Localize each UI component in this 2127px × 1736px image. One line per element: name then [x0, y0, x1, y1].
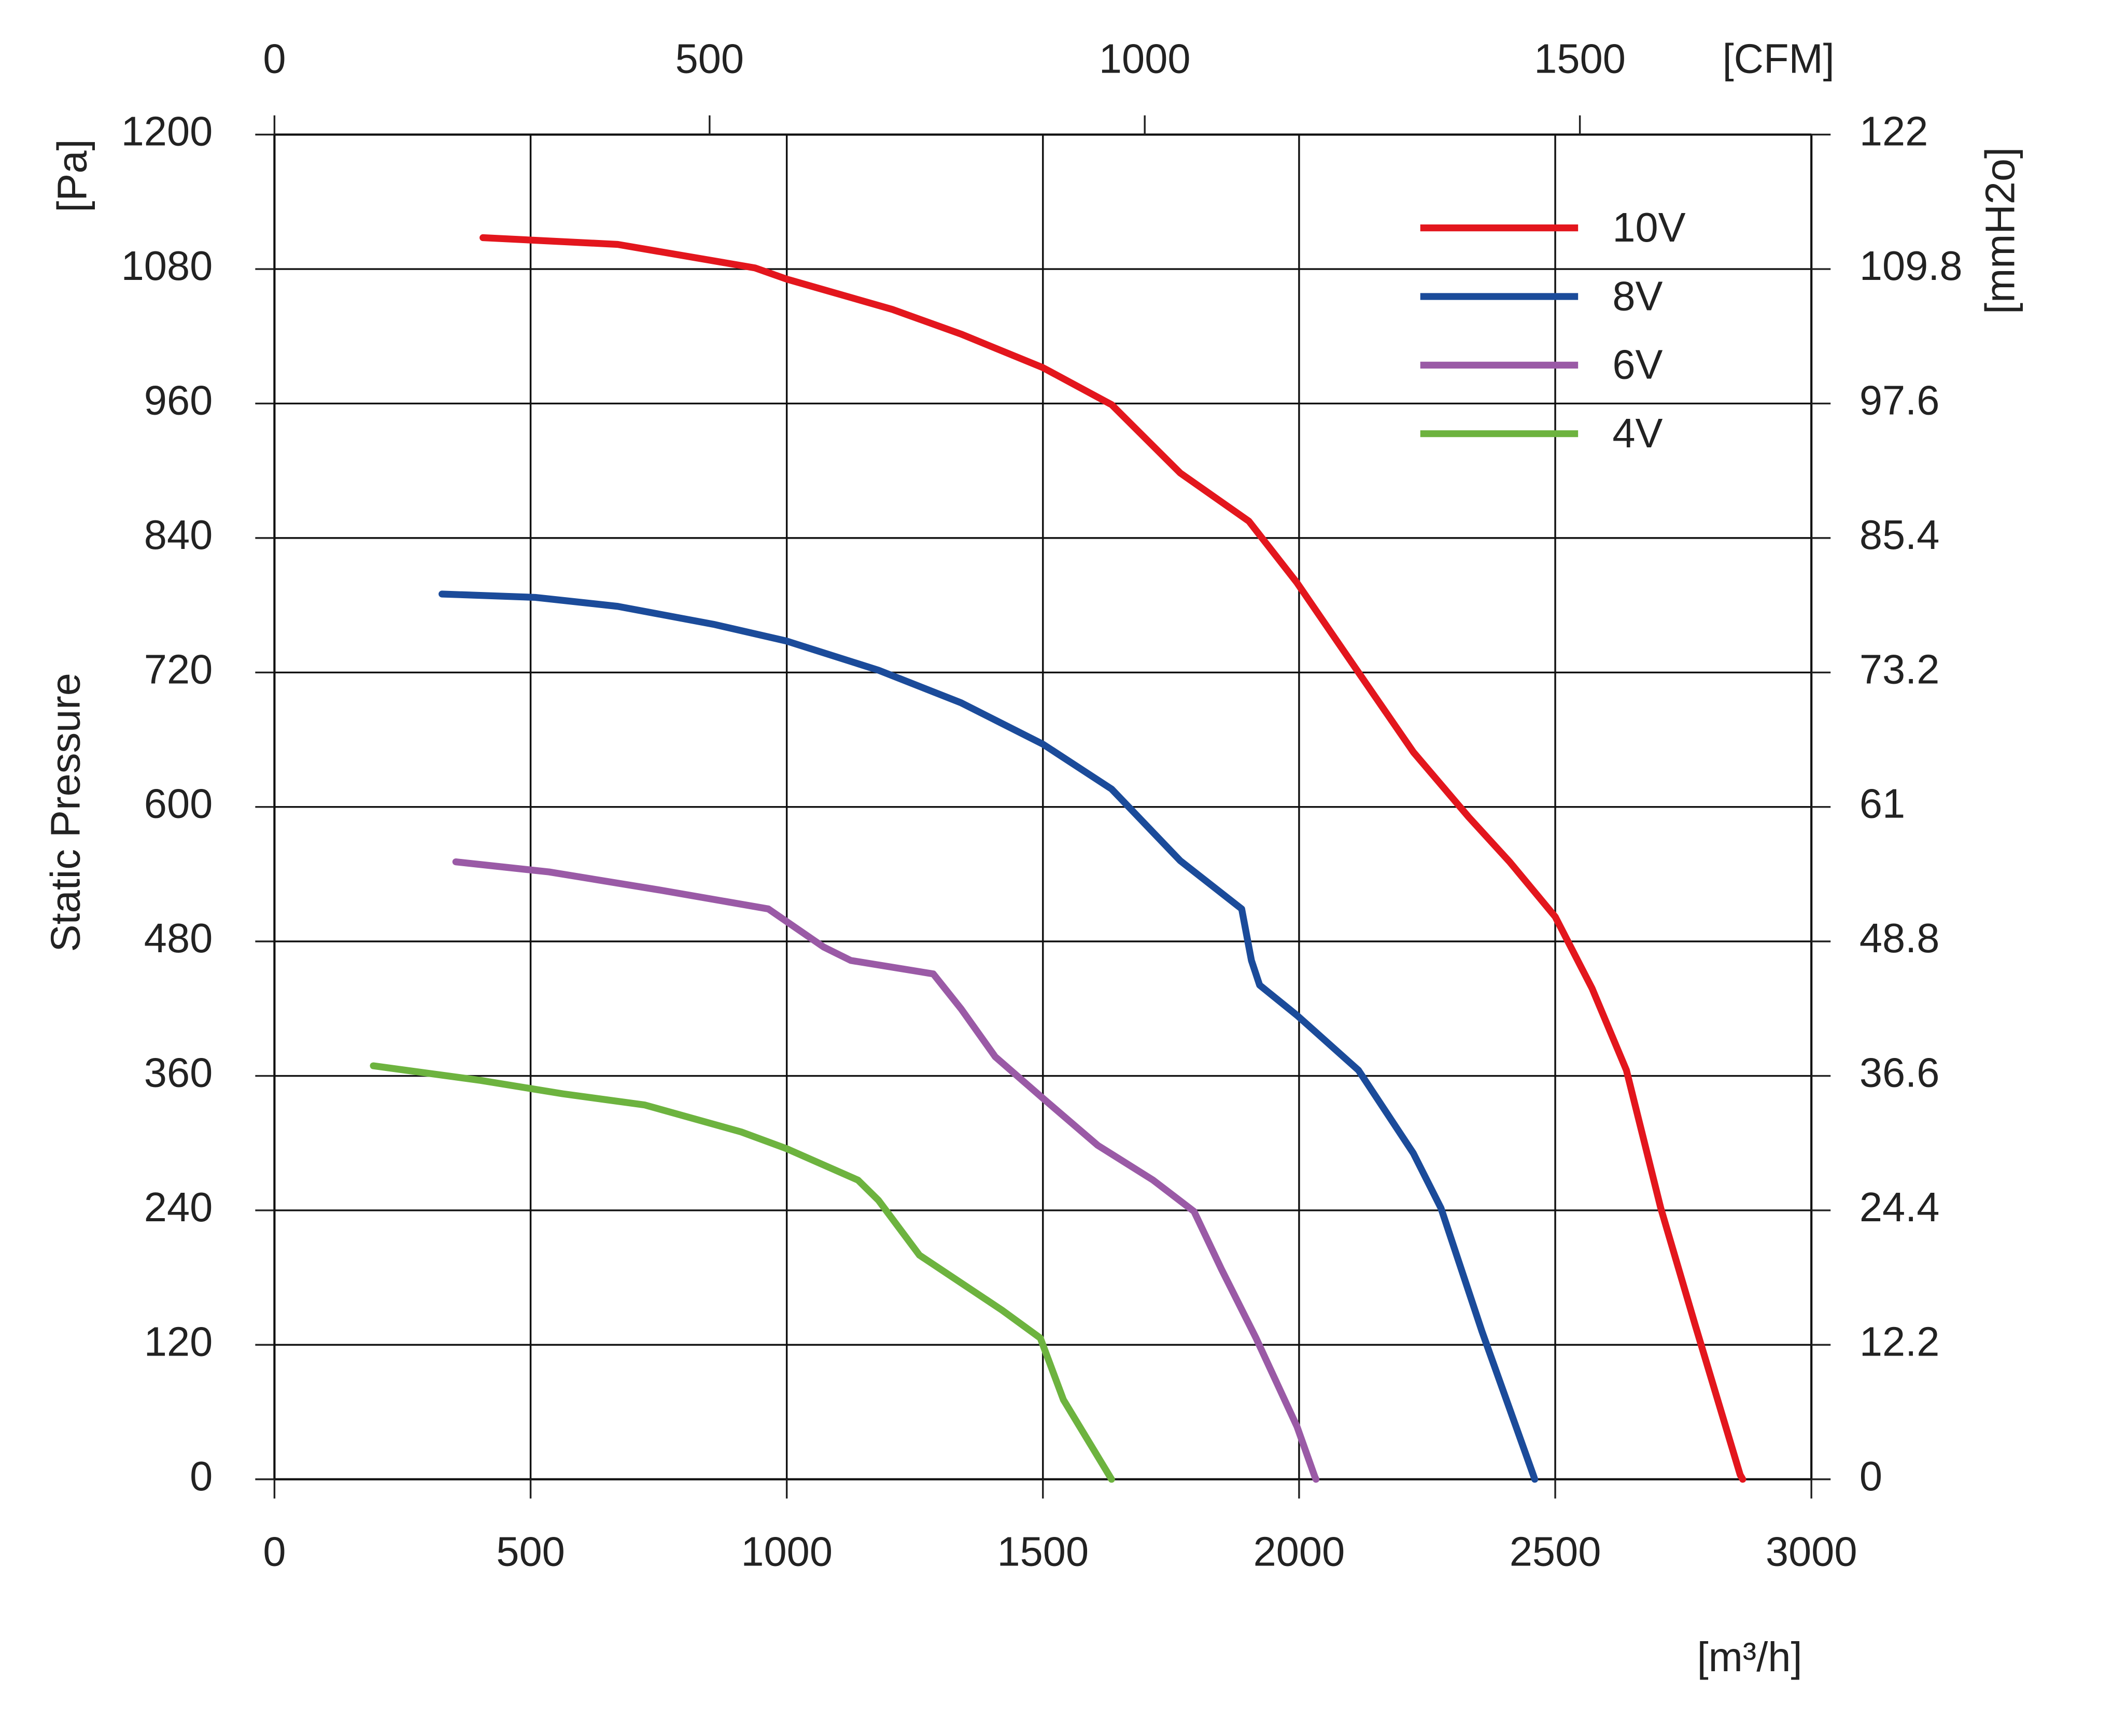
y-tick-label: 960 — [144, 377, 213, 423]
series-line — [370, 1062, 1115, 1483]
legend-label: 4V — [1612, 410, 1663, 456]
y-tick-label: 1200 — [121, 108, 213, 154]
y-tick-label: 1080 — [121, 243, 213, 289]
y2-tick-label: 122 — [1860, 108, 1928, 154]
y2-tick-label: 73.2 — [1860, 646, 1940, 692]
y-tick-label: 0 — [190, 1453, 213, 1499]
y2-tick-label: 12.2 — [1860, 1318, 1940, 1364]
series-line — [438, 590, 1539, 1483]
y2-tick-label: 85.4 — [1860, 512, 1940, 558]
x2-tick-label: 1500 — [1534, 35, 1626, 81]
x-tick-label: 0 — [263, 1528, 286, 1574]
y2-tick-label: 61 — [1860, 781, 1905, 827]
y2-tick-label: 0 — [1860, 1453, 1882, 1499]
y2-tick-label: 48.8 — [1860, 915, 1940, 961]
x-tick-label: 3000 — [1766, 1528, 1857, 1574]
y2-axis-title: [mmH2o] — [1977, 147, 2023, 314]
x-tick-label: 2500 — [1510, 1528, 1601, 1574]
x2-axis-title: [CFM] — [1723, 35, 1835, 81]
x-tick-label: 1500 — [997, 1528, 1089, 1574]
y-unit: [Pa] — [49, 139, 95, 212]
y-tick-label: 480 — [144, 915, 213, 961]
x-tick-label: 500 — [496, 1528, 565, 1574]
x-tick-label: 1000 — [741, 1528, 833, 1574]
legend-label: 6V — [1612, 342, 1663, 388]
legend-label: 10V — [1612, 204, 1685, 250]
series-line — [480, 234, 1746, 1483]
y2-tick-label: 109.8 — [1860, 243, 1963, 289]
x2-tick-label: 0 — [263, 35, 286, 81]
y2-tick-label: 36.6 — [1860, 1050, 1940, 1096]
y-tick-label: 120 — [144, 1318, 213, 1364]
y-tick-label: 840 — [144, 512, 213, 558]
y-tick-label: 600 — [144, 781, 213, 827]
x-axis-title: [m³/h] — [1697, 1634, 1802, 1680]
x2-tick-label: 500 — [675, 35, 744, 81]
series-line — [452, 858, 1320, 1483]
y-axis-title: Static Pressure — [42, 673, 88, 952]
legend-label: 8V — [1612, 273, 1663, 319]
x-tick-label: 2000 — [1253, 1528, 1345, 1574]
y-tick-label: 240 — [144, 1184, 213, 1230]
y2-tick-label: 24.4 — [1860, 1184, 1940, 1230]
y-tick-label: 720 — [144, 646, 213, 692]
y-tick-label: 360 — [144, 1050, 213, 1096]
y2-tick-label: 97.6 — [1860, 377, 1940, 423]
x2-tick-label: 1000 — [1099, 35, 1191, 81]
